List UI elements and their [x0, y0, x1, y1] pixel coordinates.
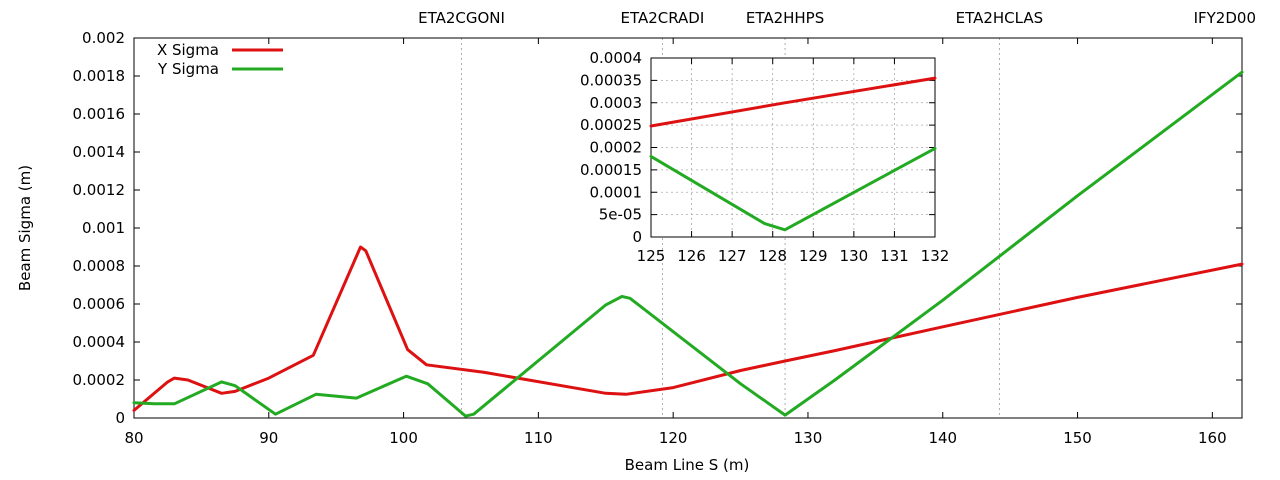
y-tick-label: 0.0016	[73, 105, 126, 123]
x-tick-label: 80	[124, 429, 143, 447]
x-tick-label: 160	[1198, 429, 1227, 447]
main-plot: ETA2CGONI ETA2CRADI ETA2HHPS ETA2HCLAS IFY2D…	[73, 9, 1257, 447]
inset-y-tick-label: 0.00015	[580, 161, 642, 179]
y-tick-label: 0.0018	[73, 67, 126, 85]
inset-plot: 125 126 127 128 129 130 131 132 0 5e-05 0.0001 0.00…	[580, 49, 949, 265]
legend-label: X Sigma	[157, 41, 219, 59]
y-tick-label: 0.0008	[73, 257, 126, 275]
marker-label: ETA2CGONI	[418, 9, 505, 27]
x-sigma-line	[132, 245, 1244, 412]
x-axis-label: Beam Line S (m)	[625, 456, 750, 474]
inset-y-tick-label: 5e-05	[599, 206, 642, 224]
inset-x-tick-label: 128	[758, 247, 787, 265]
inset-x-tick-label: 132	[921, 247, 950, 265]
inset-x-tick-label: 126	[677, 247, 706, 265]
inset-x-tick-label: 130	[840, 247, 869, 265]
x-tick-label: 110	[524, 429, 553, 447]
y-tick-label: 0.0002	[73, 371, 126, 389]
y-tick-label: 0.0004	[73, 333, 126, 351]
y-tick-label: 0.002	[82, 29, 125, 47]
marker-label: ETA2HHPS	[746, 9, 824, 27]
y-tick-label: 0.0014	[73, 143, 126, 161]
y-tick-label: 0.0006	[73, 295, 126, 313]
inset-x-sigma-line	[649, 76, 937, 128]
marker-label: ETA2HCLAS	[956, 9, 1044, 27]
y-tick-label: 0	[115, 409, 125, 427]
inset-y-tick-label: 0.0002	[590, 139, 643, 157]
inset-y-tick-label: 0.00025	[580, 116, 642, 134]
marker-label: IFY2D00	[1194, 9, 1256, 27]
inset-x-tick-label: 131	[880, 247, 909, 265]
inset-x-tick-label: 127	[718, 247, 747, 265]
x-tick-label: 130	[794, 429, 823, 447]
x-tick-label: 120	[659, 429, 688, 447]
inset-x-tick-label: 125	[637, 247, 666, 265]
x-tick-label: 100	[389, 429, 418, 447]
marker-label: ETA2CRADI	[620, 9, 704, 27]
y-tick-label: 0.0012	[73, 181, 126, 199]
x-tick-label: 150	[1063, 429, 1092, 447]
y-tick-label: 0.001	[82, 219, 125, 237]
inset-y-tick-label: 0	[632, 228, 642, 246]
inset-y-tick-label: 0.0001	[590, 183, 643, 201]
y-axis-label: Beam Sigma (m)	[16, 165, 34, 291]
inset-y-tick-label: 0.00035	[580, 71, 642, 89]
inset-y-sigma-line	[649, 146, 937, 232]
inset-x-tick-label: 129	[799, 247, 828, 265]
inset-y-tick-label: 0.0003	[590, 94, 643, 112]
inset-y-tick-label: 0.0004	[590, 49, 643, 67]
x-tick-label: 90	[259, 429, 278, 447]
x-tick-label: 140	[928, 429, 957, 447]
y-sigma-line	[132, 70, 1244, 418]
legend-label: Y Sigma	[157, 60, 219, 78]
